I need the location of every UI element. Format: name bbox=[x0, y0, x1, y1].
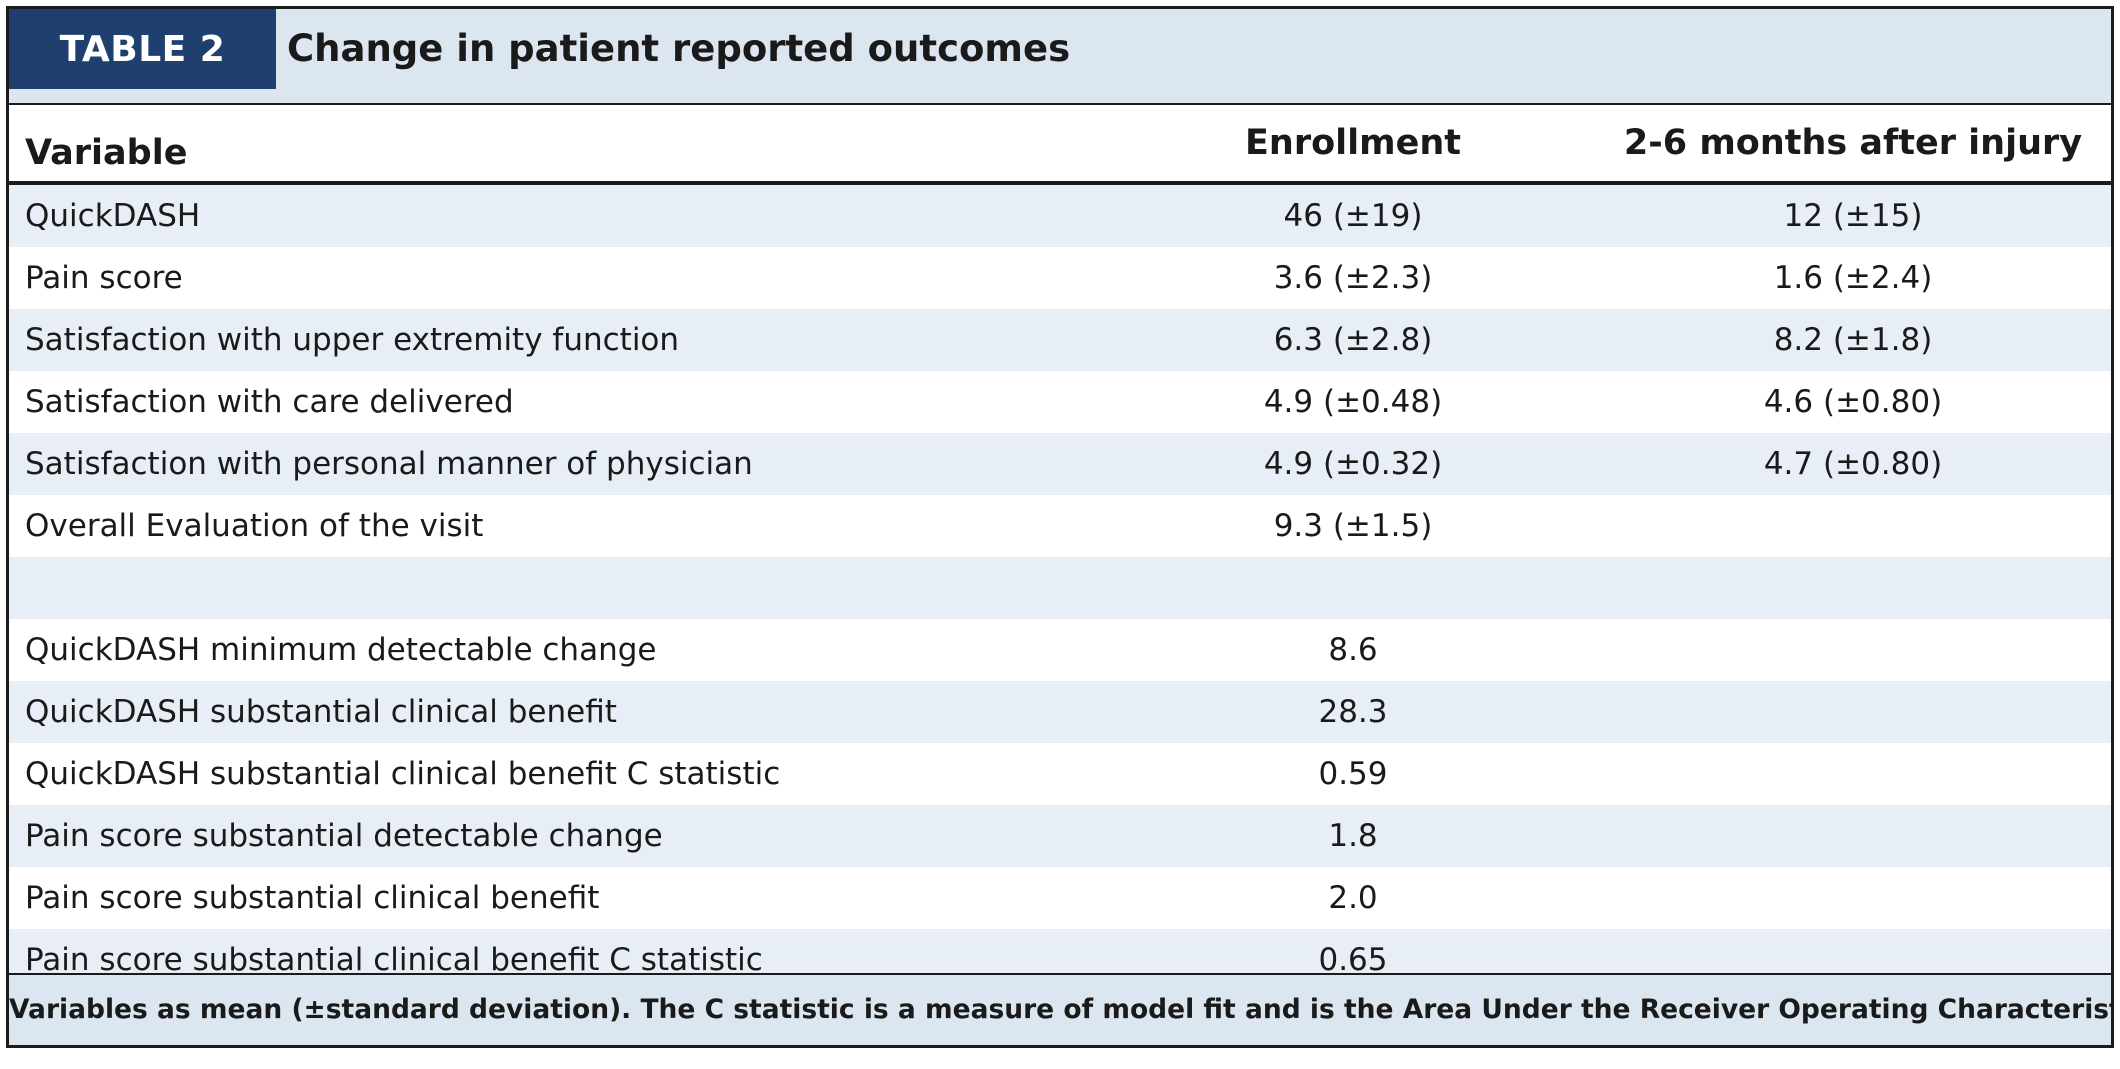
table-title: Change in patient reported outcomes bbox=[287, 27, 1071, 70]
cell-after-injury bbox=[1597, 867, 2109, 929]
cell-after-injury bbox=[1597, 495, 2109, 557]
cell-enrollment: 46 (±19) bbox=[1283, 198, 1423, 234]
cell-variable: Satisfaction with upper extremity functi… bbox=[25, 322, 680, 358]
cell-variable: QuickDASH substantial clinical benefit bbox=[25, 694, 617, 730]
cell-after-injury: 12 (±15) bbox=[1783, 198, 1923, 234]
table-label: TABLE 2 bbox=[9, 9, 276, 89]
cell-after-injury bbox=[1597, 681, 2109, 743]
cell-after-injury bbox=[1597, 557, 2109, 619]
cell-variable: Overall Evaluation of the visit bbox=[25, 508, 484, 544]
cell-variable: Pain score substantial clinical benefit … bbox=[25, 942, 763, 978]
cell-enrollment: 1.8 bbox=[1328, 818, 1378, 854]
cell-enrollment: 4.9 (±0.48) bbox=[1263, 384, 1443, 420]
column-header-enrollment: Enrollment bbox=[1245, 123, 1461, 163]
table-row: QuickDASH substantial clinical benefit C… bbox=[9, 743, 2111, 805]
cell-after-injury: 4.6 (±0.80) bbox=[1763, 384, 1943, 420]
table-row: Satisfaction with care delivered 4.9 (±0.… bbox=[9, 371, 2111, 433]
table-row: Pain score 3.6 (±2.3) 1.6 (±2.4) bbox=[9, 247, 2111, 309]
cell-after-injury bbox=[1597, 743, 2109, 805]
cell-variable: QuickDASH substantial clinical benefit C… bbox=[25, 756, 781, 792]
cell-enrollment: 0.65 bbox=[1318, 942, 1388, 978]
cell-variable: Satisfaction with personal manner of phy… bbox=[25, 446, 753, 482]
cell-enrollment: 9.3 (±1.5) bbox=[1273, 508, 1433, 544]
column-header-variable: Variable bbox=[25, 133, 188, 173]
cell-variable: Satisfaction with care delivered bbox=[25, 384, 514, 420]
table-row: QuickDASH minimum detectable change 8.6 bbox=[9, 619, 2111, 681]
table-row: Pain score substantial clinical benefit 2… bbox=[9, 867, 2111, 929]
cell-after-injury: 1.6 (±2.4) bbox=[1773, 260, 1933, 296]
cell-after-injury bbox=[1597, 619, 2109, 681]
cell-enrollment: 3.6 (±2.3) bbox=[1273, 260, 1433, 296]
cell-variable: QuickDASH bbox=[25, 198, 201, 234]
table-row: Pain score substantial clinical benefit … bbox=[9, 929, 2111, 991]
title-bar: TABLE 2 Change in patient reported outco… bbox=[9, 9, 2111, 105]
cell-variable: Pain score bbox=[25, 260, 183, 296]
cell-variable: QuickDASH minimum detectable change bbox=[25, 632, 657, 668]
cell-enrollment: 4.9 (±0.32) bbox=[1263, 446, 1443, 482]
table-row: Pain score substantial detectable change… bbox=[9, 805, 2111, 867]
table-row: Overall Evaluation of the visit 9.3 (±1.5… bbox=[9, 495, 2111, 557]
cell-after-injury bbox=[1597, 805, 2109, 867]
table-footnote: Variables as mean (±standard deviation).… bbox=[9, 973, 2111, 1045]
cell-variable: Pain score substantial detectable change bbox=[25, 818, 663, 854]
header-row: Variable Enrollment 2-6 months after inj… bbox=[9, 105, 2111, 185]
table-row: QuickDASH 46 (±19) 12 (±15) bbox=[9, 185, 2111, 247]
cell-after-injury: 4.7 (±0.80) bbox=[1763, 446, 1943, 482]
cell-enrollment bbox=[1109, 557, 1597, 619]
cell-enrollment: 6.3 (±2.8) bbox=[1273, 322, 1433, 358]
outcomes-table: TABLE 2 Change in patient reported outco… bbox=[6, 6, 2114, 1048]
table-row: Satisfaction with personal manner of phy… bbox=[9, 433, 2111, 495]
cell-after-injury: 8.2 (±1.8) bbox=[1773, 322, 1933, 358]
cell-enrollment: 8.6 bbox=[1328, 632, 1378, 668]
cell-enrollment: 28.3 bbox=[1318, 694, 1388, 730]
cell-enrollment: 2.0 bbox=[1328, 880, 1378, 916]
table-row: QuickDASH substantial clinical benefit 28… bbox=[9, 681, 2111, 743]
cell-enrollment: 0.59 bbox=[1318, 756, 1388, 792]
table-row bbox=[9, 557, 2111, 619]
column-header-after-injury: 2-6 months after injury bbox=[1623, 123, 2083, 163]
cell-variable: Pain score substantial clinical benefit bbox=[25, 880, 600, 916]
table-row: Satisfaction with upper extremity functi… bbox=[9, 309, 2111, 371]
